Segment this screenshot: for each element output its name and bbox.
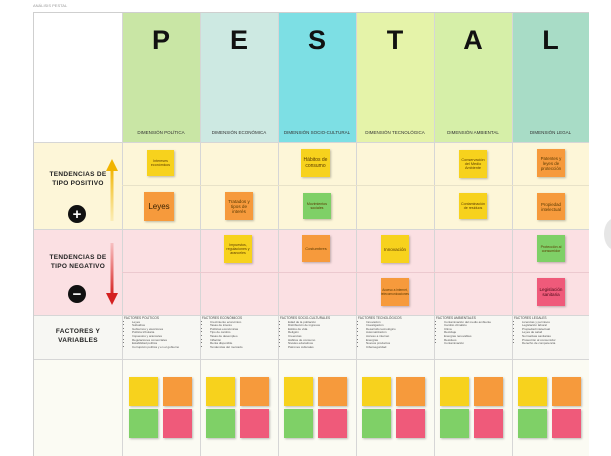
row-label-positive: TENDENCIAS DE TIPO POSITIVO bbox=[49, 171, 107, 187]
dimension-label-economica: DIMENSIÓN ECONÓMICA bbox=[211, 130, 267, 135]
dimension-label-politica: DIMENSIÓN POLÍTICA bbox=[137, 130, 185, 135]
dimension-label-legal: DIMENSIÓN LEGAL bbox=[529, 130, 572, 135]
letter-p: P bbox=[151, 25, 170, 55]
blank-sticky-note[interactable] bbox=[206, 409, 235, 438]
row-label-negative: TENDENCIAS DE TIPO NEGATIVO bbox=[49, 254, 107, 270]
scroll-handle[interactable] bbox=[604, 218, 611, 250]
minus-circle-icon: − bbox=[68, 285, 86, 303]
sticky-note[interactable]: Protección al consumidor bbox=[537, 235, 565, 262]
page-label: ANÁLISIS PESTAL bbox=[33, 3, 68, 8]
row-label-factors: FACTORES Y VARIABLES bbox=[55, 328, 101, 344]
blank-sticky-note[interactable] bbox=[318, 409, 347, 438]
letter-l: L bbox=[542, 25, 559, 55]
sticky-note[interactable]: Movimientos sociales bbox=[303, 193, 331, 219]
dimension-label-socio-cultural: DIMENSIÓN SOCIO-CULTURAL bbox=[283, 130, 351, 135]
arrow-up-icon bbox=[106, 159, 118, 221]
plus-circle-icon: + bbox=[68, 205, 86, 223]
blank-sticky-note[interactable] bbox=[518, 377, 547, 406]
letter-s: S bbox=[307, 25, 326, 55]
sticky-note[interactable]: Patentes y leyes de protección bbox=[537, 149, 565, 177]
blank-sticky-note[interactable] bbox=[129, 377, 158, 406]
blank-sticky-note[interactable] bbox=[163, 377, 192, 406]
blank-sticky-note[interactable] bbox=[284, 409, 313, 438]
blank-sticky-note[interactable] bbox=[396, 377, 425, 406]
factor-list-politica: FACTORES POLÍTICOS LeyesSubsidiosGobiern… bbox=[124, 316, 199, 349]
letter-t: T bbox=[386, 25, 404, 55]
factor-list-ambiental: FACTORES AMBIENTALES Contaminación del m… bbox=[436, 316, 511, 346]
blank-sticky-note[interactable] bbox=[284, 377, 313, 406]
sticky-note[interactable]: Hábitos de consumo bbox=[301, 149, 330, 177]
sticky-note[interactable]: Conservación del Medio Ambiente bbox=[459, 150, 487, 178]
blank-sticky-note[interactable] bbox=[552, 409, 581, 438]
blank-sticky-note[interactable] bbox=[474, 377, 503, 406]
blank-sticky-note[interactable] bbox=[440, 377, 469, 406]
sticky-note[interactable]: Contaminación de residuos bbox=[459, 193, 487, 219]
blank-sticky-note[interactable] bbox=[318, 377, 347, 406]
blank-sticky-note[interactable] bbox=[552, 377, 581, 406]
column-header-e: E DIMENSIÓN ECONÓMICA bbox=[200, 13, 278, 142]
blank-sticky-note[interactable] bbox=[206, 377, 235, 406]
dimension-label-tecnologica: DIMENSIÓN TECNOLÓGICA bbox=[365, 130, 425, 135]
pestal-board: P DIMENSIÓN POLÍTICA E DIMENSIÓN ECONÓMI… bbox=[33, 12, 589, 456]
blank-sticky-note[interactable] bbox=[240, 409, 269, 438]
column-header-s: S DIMENSIÓN SOCIO-CULTURAL bbox=[278, 13, 356, 142]
sticky-note[interactable]: Impuestos, regulaciones y aranceles bbox=[224, 235, 252, 263]
sticky-note[interactable]: Legislación sanitaria bbox=[537, 278, 565, 306]
column-header-p: P DIMENSIÓN POLÍTICA bbox=[122, 13, 200, 142]
column-header-l: L DIMENSIÓN LEGAL bbox=[512, 13, 589, 142]
sticky-note[interactable]: Costumbres bbox=[302, 235, 330, 262]
letter-e: E bbox=[229, 25, 248, 55]
arrow-down-icon bbox=[106, 243, 118, 305]
factors-band bbox=[34, 315, 589, 359]
factor-list-economica: FACTORES ECONÓMICOS Crecimiento económic… bbox=[202, 316, 277, 349]
column-header-t: T DIMENSIÓN TECNOLÓGICA bbox=[356, 13, 434, 142]
blank-sticky-note[interactable] bbox=[163, 409, 192, 438]
column-header-a: A DIMENSIÓN AMBIENTAL bbox=[434, 13, 512, 142]
blank-sticky-note[interactable] bbox=[129, 409, 158, 438]
blank-sticky-note[interactable] bbox=[518, 409, 547, 438]
dimension-label-ambiental: DIMENSIÓN AMBIENTAL bbox=[447, 130, 499, 135]
blank-sticky-note[interactable] bbox=[440, 409, 469, 438]
sticky-note[interactable]: Intereses económicos bbox=[147, 150, 174, 176]
blank-sticky-note[interactable] bbox=[240, 377, 269, 406]
factor-list-socio-cultural: FACTORES SOCIO-CULTURALES Edad de la pob… bbox=[280, 316, 355, 349]
sticky-note[interactable]: Innovación bbox=[381, 235, 409, 263]
sticky-note[interactable]: Leyes bbox=[144, 192, 174, 221]
blank-sticky-note[interactable] bbox=[474, 409, 503, 438]
blank-sticky-note[interactable] bbox=[362, 377, 391, 406]
sticky-note[interactable]: Propiedad intelectual bbox=[537, 193, 565, 220]
notes-band bbox=[34, 359, 589, 456]
factor-list-legal: FACTORES LEGALES Licencias y permisosLeg… bbox=[514, 316, 588, 346]
letter-a: A bbox=[463, 25, 483, 55]
blank-sticky-note[interactable] bbox=[362, 409, 391, 438]
factor-list-tecnologica: FACTORES TECNOLÓGICOS InnovaciónInvestig… bbox=[358, 316, 433, 349]
blank-sticky-note[interactable] bbox=[396, 409, 425, 438]
sticky-note[interactable]: Acceso a internet, telecomunicaciones bbox=[381, 278, 409, 306]
sticky-note[interactable]: Tratados y tipos de interés bbox=[225, 192, 253, 220]
